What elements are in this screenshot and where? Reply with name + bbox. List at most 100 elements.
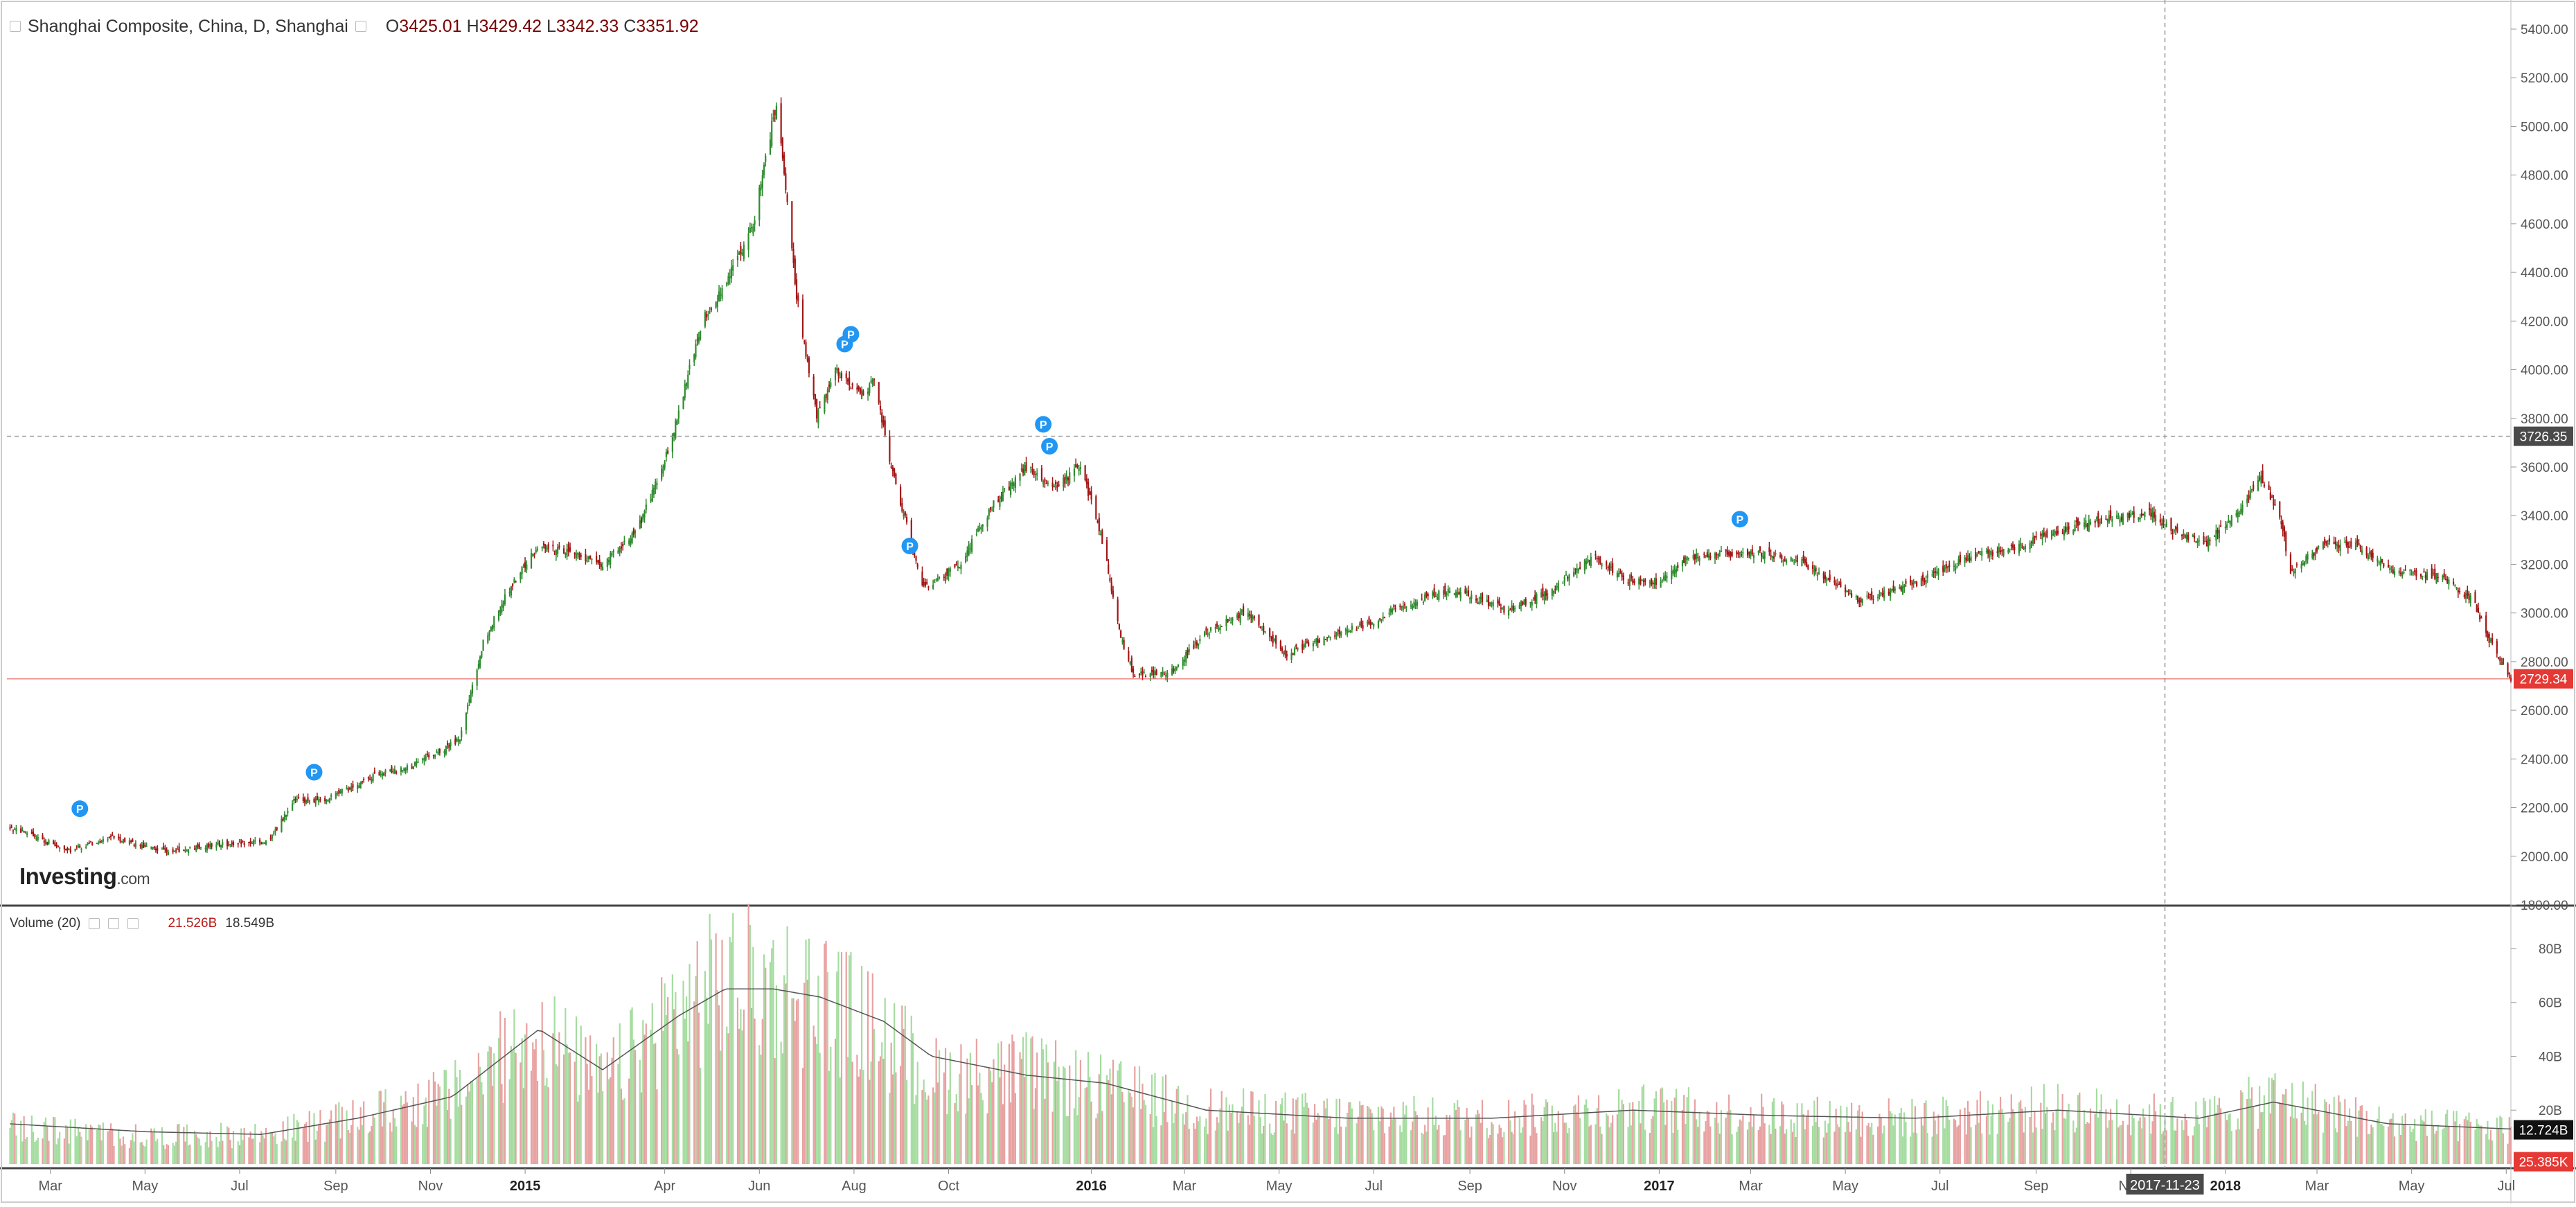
volume-bar [2422,1120,2424,1164]
candle [2304,561,2306,565]
candle [65,849,67,851]
gear-icon[interactable] [108,918,120,929]
candle [1117,599,1119,622]
volume-bar [393,1118,396,1164]
volume-bar [1740,1120,1743,1164]
candle [1812,565,1814,569]
candle [1522,601,1524,605]
volume-bar [352,1100,354,1164]
volume-bar [2295,1118,2298,1164]
candle [2377,558,2379,562]
event-marker[interactable] [1731,511,1748,528]
candle [2300,564,2302,569]
candle [2318,546,2320,547]
volume-bar [1241,1107,1243,1164]
candle [477,663,479,669]
candle [1509,609,1511,611]
volume-bar [2126,1125,2129,1164]
volume-bar [2023,1132,2025,1164]
volume-bar [1957,1125,1960,1164]
collapse-icon[interactable] [10,21,21,32]
candle [1937,569,1939,575]
candle [1547,592,1549,600]
volume-bar [2133,1118,2135,1164]
candle [1955,567,1957,570]
eye-icon[interactable] [89,918,100,929]
settings-icon[interactable] [355,21,366,32]
volume-bar [378,1091,380,1164]
volume-bar [369,1131,371,1164]
volume-bar [513,1009,515,1164]
volume-bar [2237,1118,2239,1164]
candle [515,581,517,583]
volume-bar [2393,1136,2396,1164]
volume-bar [904,1005,906,1164]
volume-bar [1025,1032,1027,1164]
volume-bar [263,1138,265,1164]
candle [1991,552,1994,556]
volume-bar [1736,1131,1738,1164]
candle [470,691,472,703]
candle [402,770,404,771]
candle [2097,513,2099,524]
candle [2077,518,2079,526]
volume-bar [718,1005,720,1164]
candle [879,406,882,410]
candle [2423,571,2425,572]
volume-bar [1597,1095,1600,1164]
candle [1618,573,1620,577]
volume-bar [1422,1134,1425,1164]
volume-bar [803,983,806,1164]
candle [1891,589,1893,591]
candle [305,799,308,804]
volume-bar [254,1124,256,1164]
candle [1290,653,1293,660]
candle [2144,511,2146,518]
volume-bar [754,1018,756,1164]
volume-bar [524,1034,526,1164]
candle [1058,484,1060,486]
volume-bar [2065,1118,2067,1164]
volume-bar [1936,1134,1938,1164]
event-marker[interactable] [1041,438,1058,455]
volume-bar [1142,1084,1144,1164]
candle [274,829,276,833]
candle [846,379,849,382]
candle [1317,638,1319,644]
event-marker[interactable] [1035,416,1052,433]
volume-indicator-label: Volume (20) [10,916,81,931]
event-marker[interactable] [71,800,89,818]
volume-bar [944,1048,947,1164]
candle [2000,550,2002,553]
candle [706,314,708,318]
volume-bar [132,1133,134,1164]
volume-bar [2390,1118,2392,1164]
volume-bar [2501,1117,2503,1164]
candle [1042,481,1045,484]
volume-bar [2322,1132,2325,1164]
candle [1513,608,1516,610]
volume-bar [558,1032,560,1164]
event-marker[interactable] [842,326,860,343]
candle [1436,597,1439,600]
close-icon[interactable] [127,918,139,929]
volume-bar [89,1125,92,1164]
volume-bar [914,1104,916,1164]
candle [797,295,799,301]
candle [2419,574,2422,576]
event-marker[interactable] [901,537,918,554]
volume-bar [1475,1114,1477,1164]
volume-bar [1554,1122,1556,1164]
volume-bar [1486,1128,1488,1164]
volume-bar [812,1025,815,1164]
candle [1706,552,1708,558]
candle [1259,626,1261,628]
volume-bar [544,1085,547,1164]
volume-bar [141,1142,143,1164]
crosshair-price-label: 3726.35 [2520,430,2568,445]
event-marker[interactable] [305,764,323,781]
candle [2305,556,2307,562]
volume-bar [1329,1116,1331,1164]
